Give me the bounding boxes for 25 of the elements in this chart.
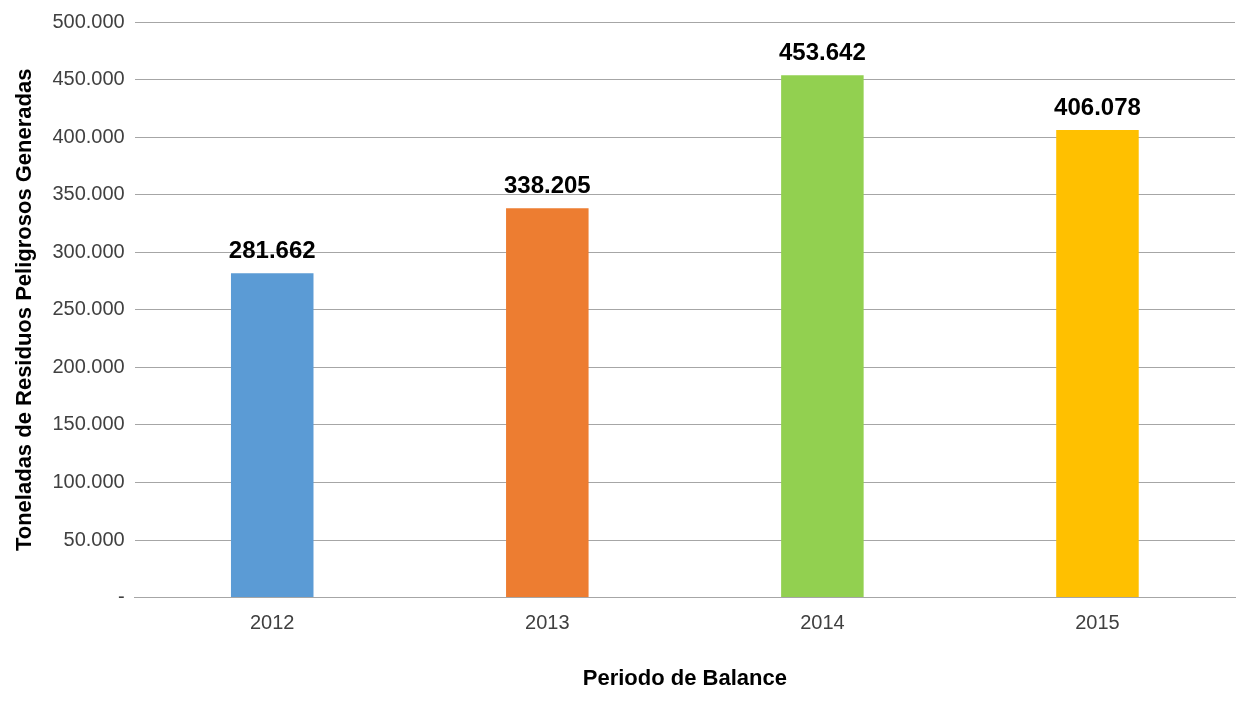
y-tick-label: 500.000	[52, 9, 125, 32]
y-tick-label: 50.000	[63, 527, 125, 550]
y-tick-label: 400.000	[52, 124, 125, 147]
x-tick-label: 2014	[800, 611, 845, 634]
x-tick-label: 2015	[1075, 611, 1120, 634]
bar	[1056, 130, 1139, 598]
y-tick-label: 350.000	[52, 182, 125, 205]
y-tick-label: 300.000	[52, 239, 125, 262]
data-label: 281.662	[228, 235, 316, 263]
data-label: 453.642	[779, 37, 866, 65]
bar	[230, 273, 314, 598]
x-tick-label: 2013	[525, 611, 570, 634]
bar	[506, 208, 589, 598]
y-tick-label: 450.000	[52, 67, 125, 90]
bar	[781, 75, 864, 598]
x-axis-title: Periodo de Balance	[582, 664, 787, 690]
y-tick-label: 200.000	[52, 354, 125, 377]
y-tick-label: 100.000	[52, 470, 125, 492]
y-tick-label: 150.000	[52, 412, 125, 435]
data-label: 406.078	[1054, 92, 1141, 120]
x-tick-label: 2012	[249, 611, 295, 634]
data-label: 338.205	[503, 170, 591, 198]
y-axis-title: Toneladas de Residuos Peligrosos Generadas	[11, 68, 37, 552]
y-tick-label: 250.000	[52, 297, 125, 320]
y-tick-label: -	[118, 585, 125, 608]
